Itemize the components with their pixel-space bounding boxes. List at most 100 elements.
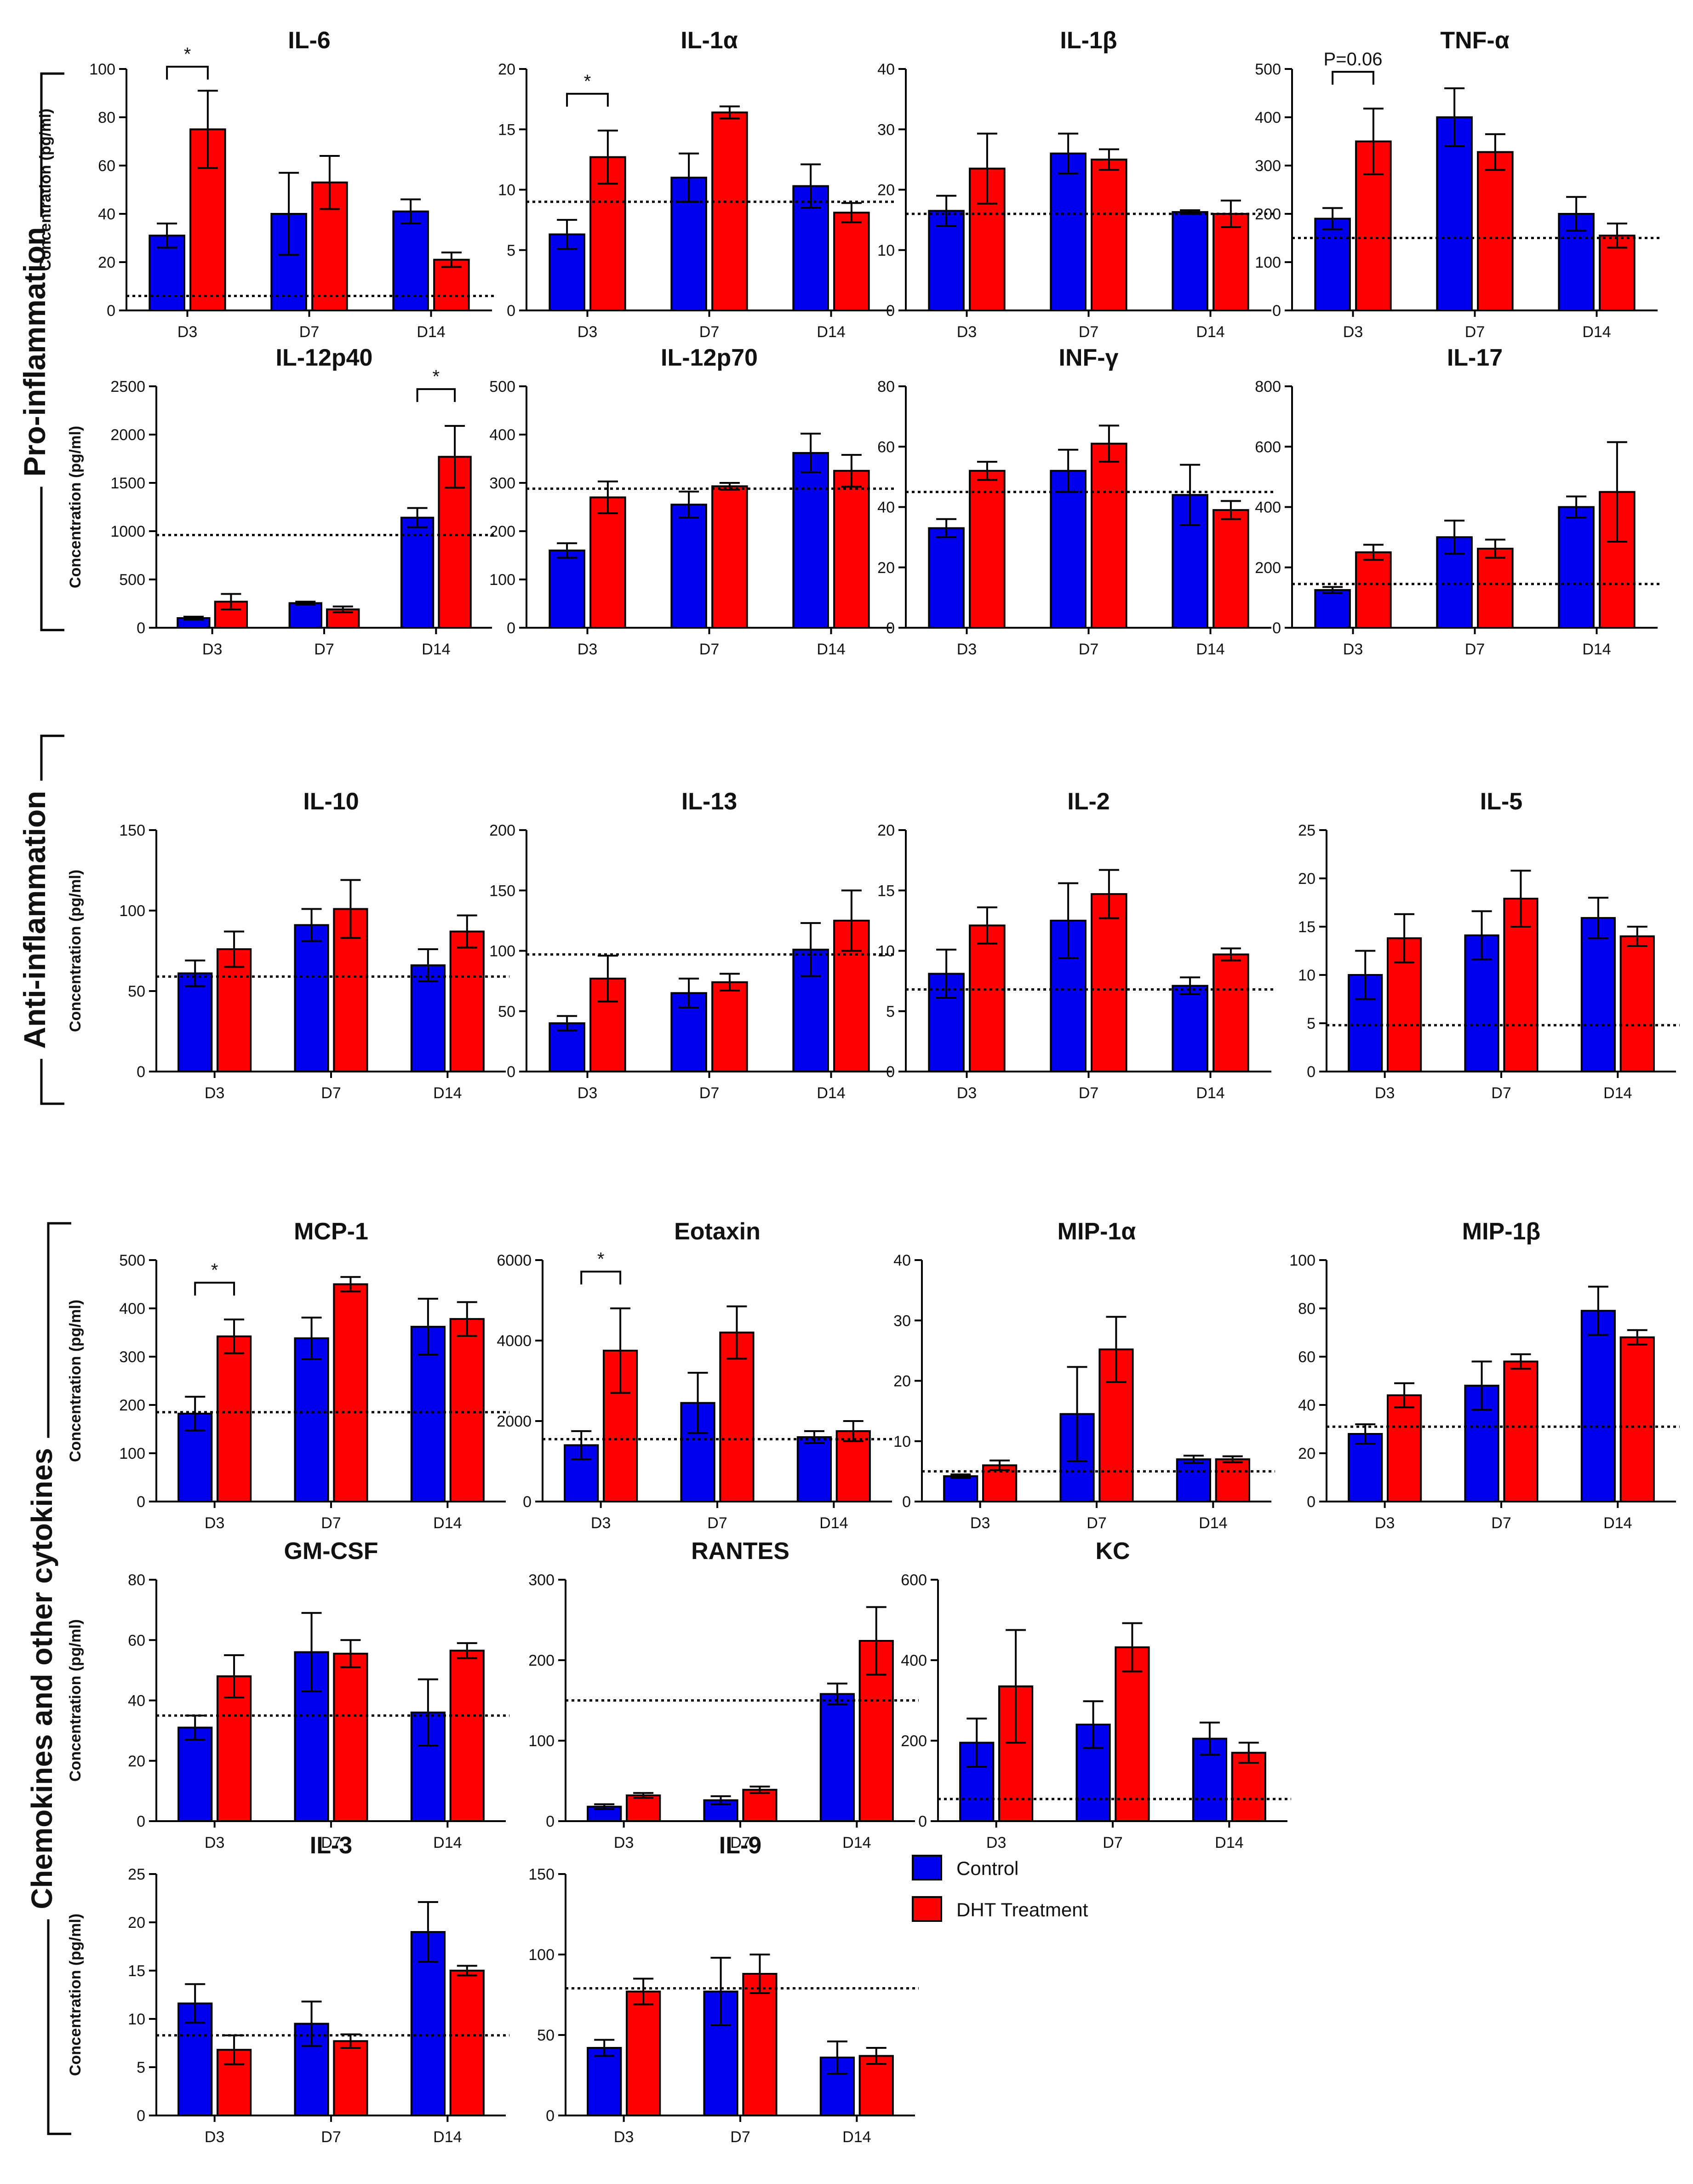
- bar-dht-D3: [1355, 551, 1392, 629]
- section-label: Anti-inflammation: [17, 791, 51, 1049]
- y-tick-label: 10: [128, 2011, 145, 2028]
- x-tick-label: D3: [578, 323, 597, 341]
- chart-title: IL-1β: [1060, 27, 1117, 54]
- section-pro: Pro-inflammation: [17, 72, 64, 631]
- y-tick-label: 600: [901, 1571, 927, 1589]
- y-tick-label: 800: [1255, 378, 1281, 396]
- bar-control-D14: [410, 964, 446, 1072]
- y-tick-label: 80: [1298, 1300, 1316, 1318]
- section-label: Chemokines and other cytokines: [25, 1448, 58, 1909]
- y-tick-label: 60: [1298, 1348, 1316, 1366]
- chart-title: IL-13: [681, 788, 737, 815]
- bar-dht-D7: [711, 485, 748, 629]
- bar-control-D14: [410, 1325, 446, 1502]
- y-tick-label: 300: [489, 475, 515, 492]
- y-tick-label: 15: [128, 1962, 145, 1980]
- y-tick-label: 60: [877, 438, 895, 456]
- chart-title: GM-CSF: [284, 1538, 378, 1565]
- y-tick-label: 100: [119, 902, 145, 920]
- y-tick-label: 0: [546, 2107, 555, 2125]
- x-tick-label: D7: [321, 2128, 341, 2146]
- y-tick-label: 0: [918, 1813, 927, 1830]
- bar-control-D3: [928, 973, 965, 1072]
- x-tick-label: D7: [321, 1514, 341, 1532]
- y-tick-label: 60: [98, 157, 115, 175]
- y-tick-label: 10: [498, 182, 515, 199]
- y-tick-label: 10: [877, 242, 895, 259]
- y-tick-label: 5: [1307, 1015, 1316, 1032]
- y-tick-label: 400: [1255, 499, 1281, 516]
- y-tick-label: 500: [1255, 61, 1281, 78]
- bar-control-D7: [294, 924, 329, 1072]
- y-tick-label: 15: [877, 882, 895, 900]
- y-tick-label: 100: [89, 61, 115, 78]
- bar-dht-D7: [1503, 1360, 1539, 1502]
- y-axis-label: Concentration (pg/ml): [67, 1914, 84, 2076]
- x-tick-label: D7: [699, 641, 719, 658]
- chart-title: IL-6: [288, 27, 330, 54]
- bar-dht-D14: [1619, 935, 1655, 1072]
- x-tick-label: D7: [1465, 323, 1485, 341]
- y-tick-label: 20: [498, 61, 515, 78]
- chart-title: IL-9: [719, 1832, 761, 1859]
- y-tick-label: 5: [886, 1003, 895, 1020]
- x-tick-label: D14: [1603, 1514, 1632, 1532]
- chart-il17: IL-17 0 200 400 600 800 D3 D7 D14: [1255, 344, 1661, 658]
- y-tick-label: 40: [1298, 1397, 1316, 1414]
- chart-infg: INF-γ 0 20 40 60 80 D3 D7 D14: [877, 344, 1275, 658]
- bar-control-D7: [670, 504, 707, 629]
- bar-control-D3: [587, 2047, 622, 2116]
- y-tick-label: 20: [877, 559, 895, 577]
- significance-bracket: [1332, 71, 1374, 85]
- x-tick-label: D14: [433, 1834, 462, 1852]
- chart-il9: IL-9 0 50 100 150 D3 D7 D14: [528, 1832, 919, 2146]
- bar-dht-D3: [217, 1335, 252, 1502]
- y-tick-label: 40: [893, 1252, 911, 1269]
- y-tick-label: 200: [901, 1732, 927, 1750]
- bar-dht-D7: [326, 608, 360, 629]
- chart-title: IL-17: [1447, 344, 1503, 371]
- significance-label: *: [211, 1260, 218, 1280]
- bar-dht-D7: [1091, 893, 1127, 1072]
- chart-gmcsf: GM-CSF 0 20 40 60 80 Concentration (pg/ml) D3 D7…: [67, 1538, 509, 1852]
- x-tick-label: D3: [957, 1084, 977, 1102]
- x-tick-label: D14: [1196, 323, 1224, 341]
- bar-control-D7: [288, 602, 322, 629]
- bar-dht-D3: [969, 924, 1006, 1072]
- y-tick-label: 80: [877, 378, 895, 396]
- x-tick-label: D7: [699, 323, 719, 341]
- y-tick-label: 100: [489, 943, 515, 960]
- bar-control-D14: [1580, 1310, 1616, 1502]
- y-tick-label: 0: [902, 1493, 911, 1511]
- y-tick-label: 400: [489, 426, 515, 444]
- significance-label: *: [584, 71, 591, 92]
- bar-dht-D14: [433, 258, 470, 311]
- x-tick-label: D3: [1375, 1514, 1395, 1532]
- x-tick-label: D3: [614, 2128, 634, 2146]
- x-tick-label: D14: [1582, 641, 1611, 658]
- y-tick-label: 0: [523, 1493, 532, 1511]
- x-tick-label: D7: [299, 323, 319, 341]
- x-tick-label: D7: [730, 2128, 750, 2146]
- y-tick-label: 40: [98, 206, 115, 223]
- bar-dht-D14: [1215, 1458, 1250, 1502]
- x-tick-label: D14: [1582, 323, 1611, 341]
- y-tick-label: 300: [119, 1348, 145, 1366]
- bar-control-D7: [1050, 470, 1087, 629]
- x-tick-label: D7: [707, 1514, 727, 1532]
- y-tick-label: 150: [489, 882, 515, 900]
- y-tick-label: 0: [137, 1493, 145, 1511]
- chart-title: MCP-1: [294, 1218, 368, 1245]
- bar-dht-D3: [217, 1675, 252, 1822]
- x-tick-label: D14: [433, 1084, 462, 1102]
- x-tick-label: D14: [842, 1834, 871, 1852]
- x-tick-label: D14: [817, 1084, 845, 1102]
- x-tick-label: D7: [321, 1834, 341, 1852]
- y-axis-label: Concentration (pg/ml): [67, 870, 84, 1032]
- y-tick-label: 0: [137, 1813, 145, 1830]
- bar-control-D14: [1558, 506, 1595, 629]
- x-tick-label: D3: [202, 641, 222, 658]
- y-tick-label: 200: [1255, 206, 1281, 223]
- x-tick-label: D7: [699, 1084, 719, 1102]
